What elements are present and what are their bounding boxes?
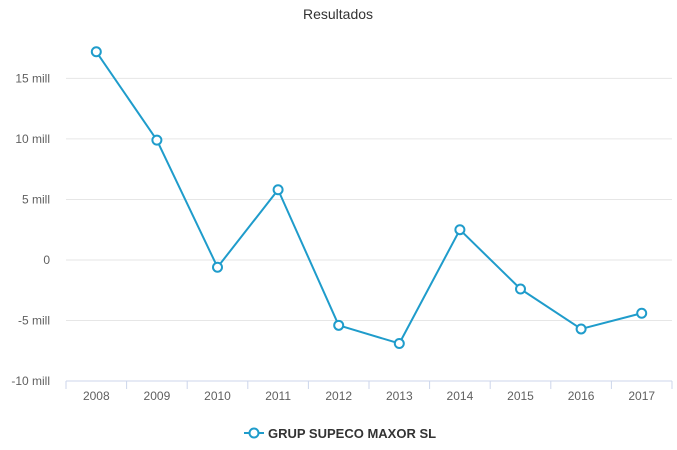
data-point[interactable] bbox=[636, 307, 648, 319]
data-point[interactable] bbox=[575, 323, 587, 335]
y-tick-label: -5 mill bbox=[18, 313, 50, 327]
x-tick-label: 2009 bbox=[144, 389, 171, 403]
legend-marker-symbol bbox=[248, 427, 260, 439]
x-tick-label: 2013 bbox=[386, 389, 413, 403]
x-axis: 2008 2009 2010 2011 2012 2013 2014 2015 2016 2017 bbox=[65, 380, 673, 403]
x-tick-label: 2016 bbox=[568, 389, 595, 403]
x-tick-label: 2017 bbox=[628, 389, 655, 403]
x-tick-label: 2010 bbox=[204, 389, 231, 403]
series-line bbox=[95, 51, 642, 345]
data-point[interactable] bbox=[515, 283, 526, 295]
data-point[interactable] bbox=[212, 261, 223, 273]
y-tick-label: 5 mill bbox=[22, 192, 50, 206]
y-tick-label: 0 bbox=[43, 253, 50, 267]
chart-title: Resultados bbox=[303, 6, 373, 22]
data-point[interactable] bbox=[393, 337, 405, 349]
x-tick-label: 2012 bbox=[325, 389, 352, 403]
y-tick-label: -10 mill bbox=[11, 374, 50, 388]
data-point[interactable] bbox=[454, 224, 466, 236]
y-tick-label: 10 mill bbox=[15, 132, 50, 146]
grid-lines bbox=[66, 77, 672, 321]
legend[interactable]: GRUP SUPECO MAXOR SL bbox=[244, 426, 436, 441]
series-group bbox=[90, 46, 648, 349]
x-tick-label: 2015 bbox=[507, 389, 534, 403]
data-point[interactable] bbox=[333, 319, 345, 331]
data-point[interactable] bbox=[272, 184, 284, 196]
y-tick-label: 15 mill bbox=[15, 71, 50, 85]
x-tick-label: 2014 bbox=[447, 389, 474, 403]
data-point[interactable] bbox=[151, 134, 163, 146]
legend-label: GRUP SUPECO MAXOR SL bbox=[268, 426, 436, 441]
x-tick-label: 2011 bbox=[265, 389, 291, 403]
y-axis: -10 mill -5 mill 0 5 mill 10 mill 15 mill bbox=[11, 71, 50, 388]
x-tick-label: 2008 bbox=[83, 389, 110, 403]
data-point[interactable] bbox=[90, 46, 102, 58]
